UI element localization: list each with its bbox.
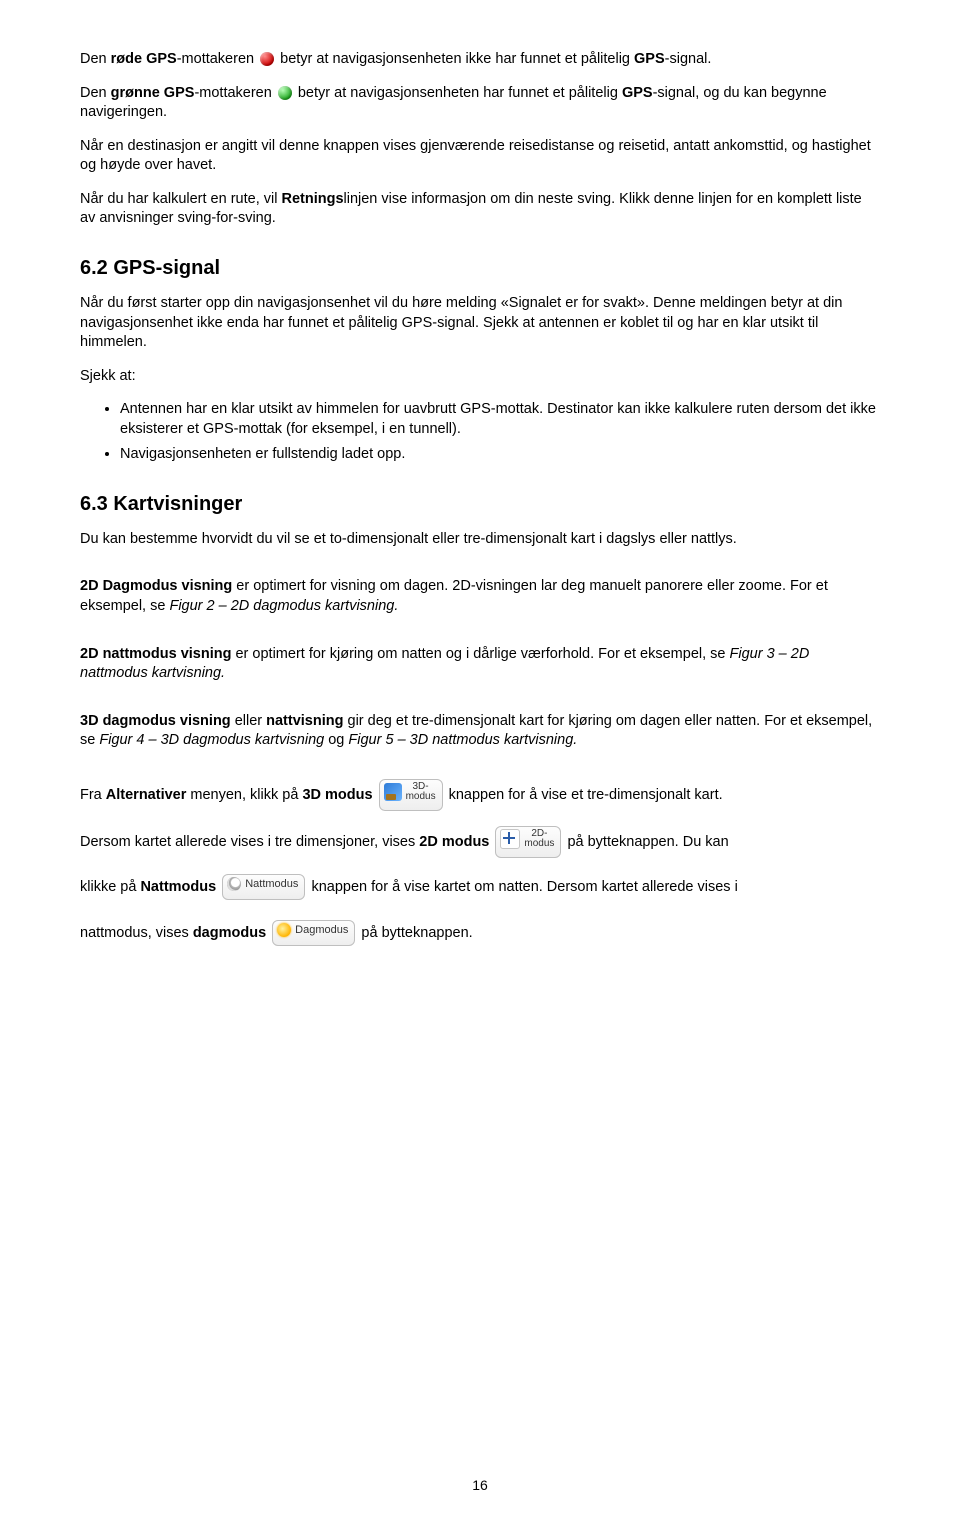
sun-icon (277, 923, 291, 937)
figure-ref: Figur 4 – 3D dagmodus kartvisning (99, 732, 324, 748)
gps-bold: GPS (634, 51, 665, 67)
text: knappen for å vise kartet om natten. Der… (311, 879, 737, 895)
gps-green-icon (278, 86, 292, 100)
text: betyr at navigasjonsenheten ikke har fun… (276, 51, 634, 67)
button-nattmodus[interactable]: Nattmodus (222, 874, 305, 900)
text: -mottakeren (177, 51, 258, 67)
text: menyen, klikk på (186, 787, 302, 803)
bold: 2D Dagmodus visning (80, 578, 232, 594)
text: Når du har kalkulert en rute, vil (80, 191, 281, 207)
btn-label: modus (406, 792, 436, 803)
list-item: Antennen har en klar utsikt av himmelen … (120, 400, 880, 439)
btn-label: Nattmodus (245, 878, 298, 891)
sjekk-at-label: Sjekk at: (80, 367, 880, 387)
retnings-bold: Retnings (281, 191, 343, 207)
text: på bytteknappen. Du kan (567, 833, 728, 849)
text: Den (80, 85, 111, 101)
btn-label: Dagmodus (295, 924, 348, 937)
button-2d-modus[interactable]: 2D- modus (495, 826, 561, 858)
bold: 2D modus (419, 833, 489, 849)
text: Den (80, 51, 111, 67)
bold: 3D dagmodus visning (80, 713, 231, 729)
gps-red-label: røde GPS (111, 51, 177, 67)
text: -signal. (665, 51, 712, 67)
button-3d-modus[interactable]: 3D- modus (379, 779, 443, 811)
paragraph-directions: Når du har kalkulert en rute, vil Retnin… (80, 190, 880, 229)
checklist: Antennen har en klar utsikt av himmelen … (80, 400, 880, 465)
figure-ref: Figur 5 – 3D nattmodus kartvisning. (348, 732, 577, 748)
text: klikke på (80, 879, 140, 895)
gps-green-label: grønne GPS (111, 85, 195, 101)
paragraph-2d-night: 2D nattmodus visning er optimert for kjø… (80, 645, 880, 684)
text: knappen for å vise et tre-dimensjonalt k… (449, 787, 723, 803)
paragraph-nattmodus: klikke på Nattmodus Nattmodus knappen fo… (80, 872, 880, 904)
grid-2d-icon (500, 829, 520, 849)
paragraph-3d: 3D dagmodus visning eller nattvisning gi… (80, 712, 880, 751)
list-item: Navigasjonsenheten er fullstendig ladet … (120, 445, 880, 465)
paragraph-alternativer: Fra Alternativer menyen, klikk på 3D mod… (80, 779, 880, 812)
bold: 3D modus (302, 787, 372, 803)
paragraph-kartvisninger-intro: Du kan bestemme hvorvidt du vil se et to… (80, 530, 880, 550)
text: -mottakeren (194, 85, 275, 101)
bold: Nattmodus (140, 879, 216, 895)
btn-label: modus (524, 839, 554, 850)
button-dagmodus[interactable]: Dagmodus (272, 920, 355, 946)
paragraph-dagmodus: nattmodus, vises dagmodus Dagmodus på by… (80, 918, 880, 950)
gps-red-icon (260, 52, 274, 66)
text: eller (231, 713, 266, 729)
figure-ref: Figur 2 – 2D dagmodus kartvisning. (169, 598, 398, 614)
text: Dersom kartet allerede vises i tre dimen… (80, 833, 419, 849)
text: og (324, 732, 348, 748)
page-container: Den røde GPS-mottakeren betyr at navigas… (0, 0, 960, 1523)
bold: 2D nattmodus visning (80, 646, 231, 662)
paragraph-2d-btn: Dersom kartet allerede vises i tre dimen… (80, 826, 880, 859)
bold: nattvisning (266, 713, 343, 729)
gps-bold: GPS (622, 85, 653, 101)
text: på bytteknappen. (361, 925, 472, 941)
page-number: 16 (0, 1477, 960, 1493)
paragraph-gps-red: Den røde GPS-mottakeren betyr at navigas… (80, 50, 880, 70)
paragraph-2d-day: 2D Dagmodus visning er optimert for visn… (80, 577, 880, 616)
bold: dagmodus (193, 925, 266, 941)
heading-6-2: 6.2 GPS-signal (80, 257, 880, 280)
text: Fra (80, 787, 106, 803)
heading-6-3: 6.3 Kartvisninger (80, 493, 880, 516)
cube-3d-icon (384, 783, 402, 801)
text: nattmodus, vises (80, 925, 193, 941)
bold: Alternativer (106, 787, 187, 803)
moon-icon (227, 877, 241, 891)
paragraph-gps-signal: Når du først starter opp din navigasjons… (80, 294, 880, 353)
text: er optimert for kjøring om natten og i d… (231, 646, 729, 662)
paragraph-destination: Når en destinasjon er angitt vil denne k… (80, 137, 880, 176)
text: betyr at navigasjonsenheten har funnet e… (294, 85, 622, 101)
paragraph-gps-green: Den grønne GPS-mottakeren betyr at navig… (80, 84, 880, 123)
